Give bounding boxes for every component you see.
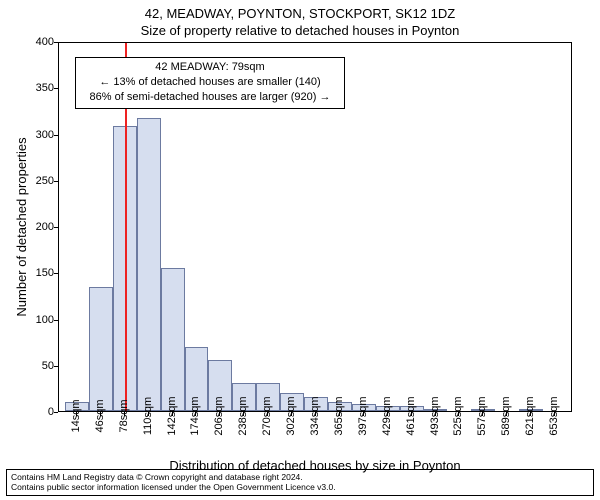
histogram-bar	[89, 287, 113, 411]
chart-plot-area: 42 MEADWAY: 79sqm← 13% of detached house…	[58, 42, 572, 412]
x-tick-label: 110sqm	[142, 397, 154, 435]
x-tick-label: 142sqm	[166, 396, 178, 435]
annotation-line-1: 42 MEADWAY: 79sqm	[79, 60, 341, 75]
y-tick-mark	[54, 412, 58, 413]
x-tick-label: 270sqm	[261, 396, 273, 435]
x-tick-label: 525sqm	[452, 396, 464, 435]
x-tick-label: 14sqm	[70, 399, 82, 432]
x-tick-label: 365sqm	[333, 396, 345, 435]
x-tick-label: 461sqm	[405, 396, 417, 435]
x-tick-label: 46sqm	[94, 399, 106, 432]
annotation-box: 42 MEADWAY: 79sqm← 13% of detached house…	[75, 57, 345, 109]
y-tick-label: 250	[36, 175, 54, 187]
x-tick-label: 653sqm	[548, 396, 560, 435]
y-tick-mark	[54, 320, 58, 321]
y-tick-mark	[54, 227, 58, 228]
annotation-line-3: 86% of semi-detached houses are larger (…	[79, 90, 341, 105]
x-tick-label: 493sqm	[429, 396, 441, 435]
x-tick-label: 557sqm	[476, 396, 488, 435]
histogram-bar	[137, 118, 161, 411]
annotation-line-2: ← 13% of detached houses are smaller (14…	[79, 75, 341, 90]
x-tick-label: 589sqm	[500, 396, 512, 435]
x-tick-label: 621sqm	[524, 396, 536, 435]
y-tick-label: 150	[36, 267, 54, 279]
histogram-bar	[161, 268, 185, 411]
y-axis-label: Number of detached properties	[12, 42, 32, 412]
x-tick-label: 78sqm	[118, 399, 130, 432]
x-tick-label: 429sqm	[381, 396, 393, 435]
footer-line-2: Contains public sector information licen…	[11, 482, 589, 493]
y-tick-label: 50	[42, 360, 54, 372]
y-tick-mark	[54, 273, 58, 274]
attribution-footer: Contains HM Land Registry data © Crown c…	[6, 469, 594, 496]
y-tick-label: 100	[36, 314, 54, 326]
x-tick-label: 206sqm	[213, 396, 225, 435]
y-tick-mark	[54, 42, 58, 43]
y-tick-label: 200	[36, 221, 54, 233]
y-tick-label: 350	[36, 82, 54, 94]
y-tick-mark	[54, 181, 58, 182]
chart-title-address: 42, MEADWAY, POYNTON, STOCKPORT, SK12 1D…	[0, 6, 600, 21]
x-tick-label: 334sqm	[309, 396, 321, 435]
footer-line-1: Contains HM Land Registry data © Crown c…	[11, 472, 589, 483]
y-tick-label: 300	[36, 129, 54, 141]
x-tick-label: 397sqm	[357, 396, 369, 435]
y-tick-mark	[54, 88, 58, 89]
y-tick-mark	[54, 135, 58, 136]
x-tick-label: 174sqm	[189, 396, 201, 435]
chart-title-description: Size of property relative to detached ho…	[0, 23, 600, 38]
y-tick-mark	[54, 366, 58, 367]
x-tick-label: 238sqm	[237, 396, 249, 435]
x-tick-label: 302sqm	[285, 396, 297, 435]
y-tick-label: 400	[36, 36, 54, 48]
